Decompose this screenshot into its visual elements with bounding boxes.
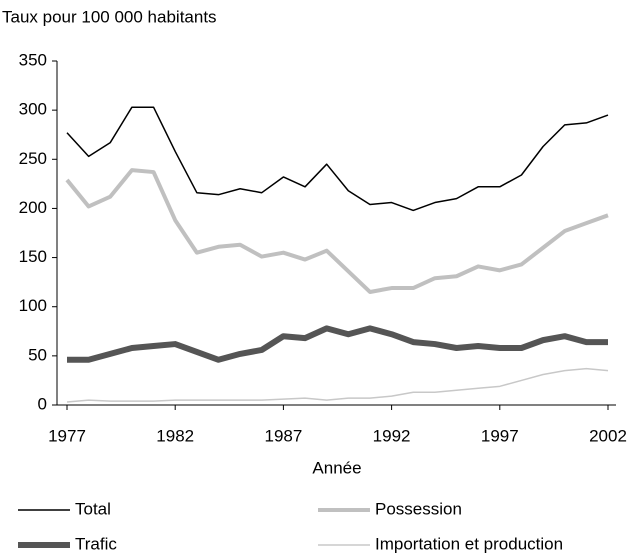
- x-tick-label: 1992: [373, 426, 411, 445]
- legend-label: Possession: [375, 499, 462, 518]
- x-tick-label: 1977: [48, 426, 86, 445]
- y-tick-label: 200: [19, 198, 47, 217]
- legend-label: Trafic: [75, 534, 117, 553]
- y-tick-label: 0: [38, 394, 47, 413]
- series-line: [67, 325, 608, 363]
- x-tick-label: 1987: [264, 426, 302, 445]
- y-tick-label: 150: [19, 247, 47, 266]
- y-tick-label: 300: [19, 100, 47, 119]
- legend-label: Importation et production: [375, 534, 563, 553]
- y-tick-label: 100: [19, 296, 47, 315]
- x-axis-label: Année: [312, 458, 361, 477]
- series-line: [65, 168, 609, 294]
- series-line: [66, 106, 609, 212]
- y-tick-label: 350: [19, 50, 47, 69]
- legend-label: Total: [75, 499, 111, 518]
- x-tick-label: 1997: [481, 426, 519, 445]
- y-tick-label: 250: [19, 149, 47, 168]
- x-tick-label: 1982: [156, 426, 194, 445]
- y-axis-label: Taux pour 100 000 habitants: [2, 7, 217, 26]
- y-tick-label: 50: [28, 345, 47, 364]
- x-tick-label: 2002: [589, 426, 627, 445]
- series-line: [66, 367, 609, 403]
